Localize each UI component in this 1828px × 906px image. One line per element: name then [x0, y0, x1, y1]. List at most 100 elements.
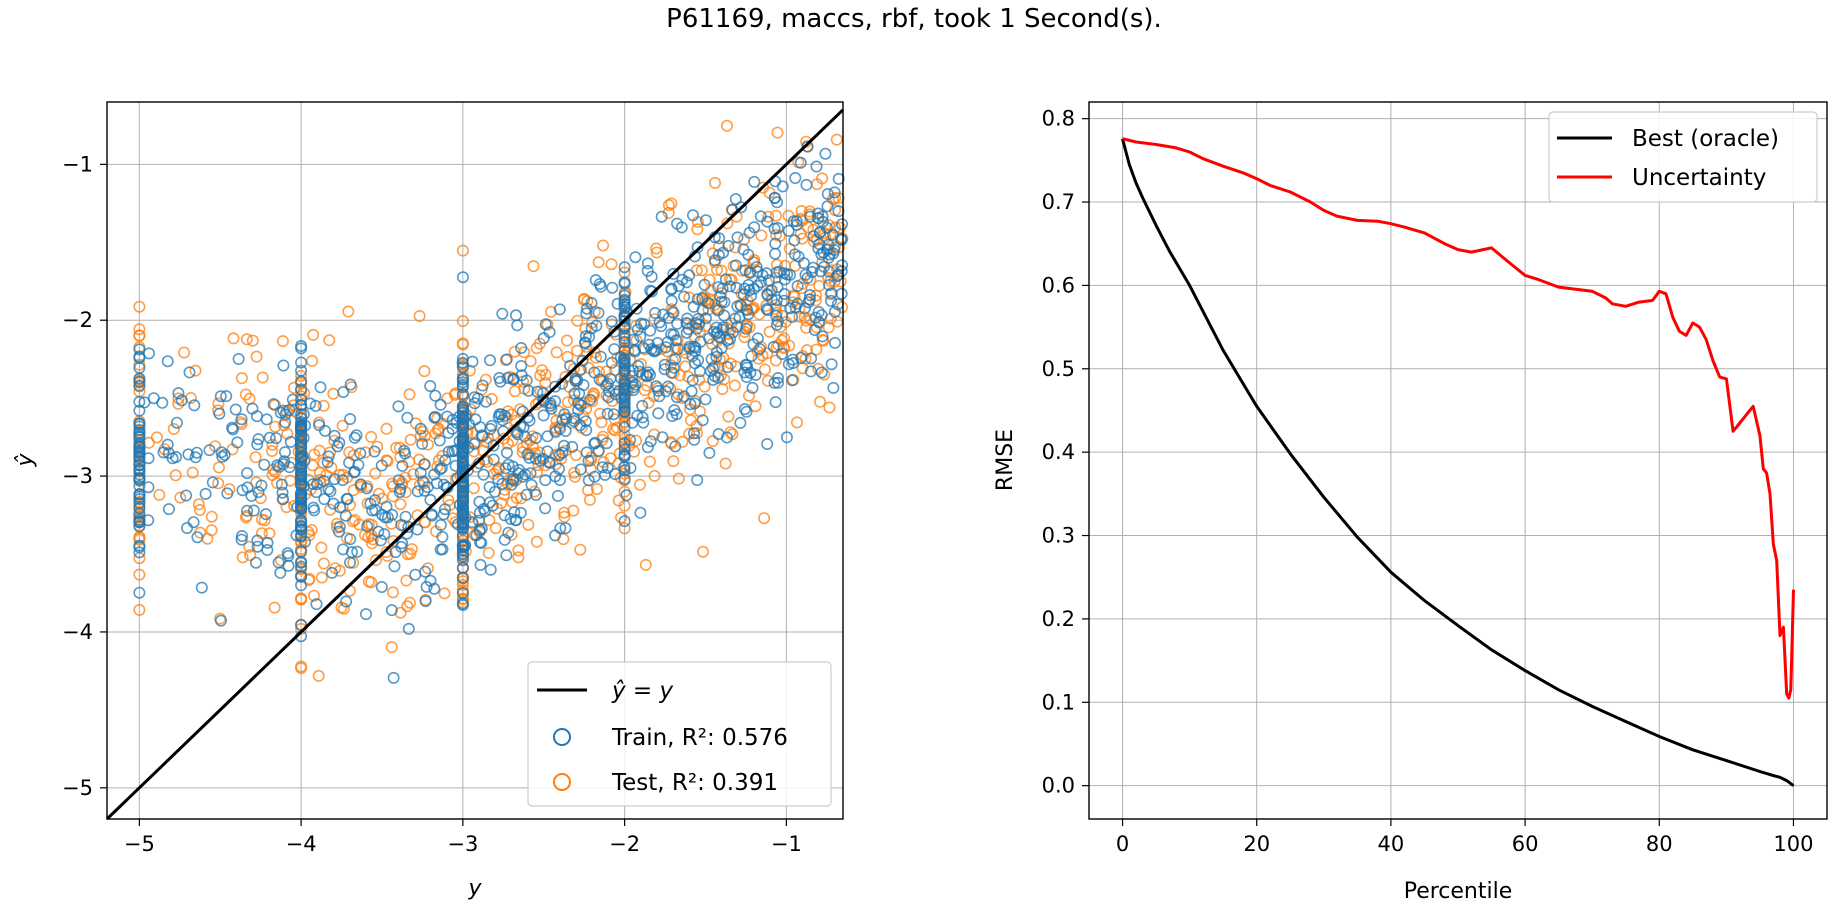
scatter-point-train [515, 341, 528, 354]
scatter-point-train [387, 671, 400, 684]
scatter-point-train [510, 514, 523, 527]
scatter-point-train [771, 196, 784, 209]
scatter-point-test [369, 467, 382, 480]
scatter-point-train [784, 302, 797, 315]
scatter-point-train [354, 478, 367, 491]
scatter-point-train [665, 328, 678, 341]
scatter-point-train [643, 338, 656, 351]
scatter-point-train [731, 231, 744, 244]
scatter-point-test [385, 641, 398, 654]
scatter-point-train [688, 433, 701, 446]
scatter-point-test [295, 507, 308, 520]
scatter-point-train [509, 309, 522, 322]
scatter-point-test [790, 416, 803, 429]
scatter-axes-frame [106, 101, 844, 820]
scatter-point-train [630, 302, 643, 315]
scatter-point-train [642, 366, 655, 379]
scatter-point-train [500, 549, 513, 562]
scatter-point-train [473, 523, 486, 536]
scatter-point-train [740, 322, 753, 335]
scatter-point-train [133, 446, 146, 459]
scatter-point-train [307, 501, 320, 514]
scatter-point-train [351, 545, 364, 558]
scatter-point-test [359, 446, 372, 459]
scatter-point-train [582, 474, 595, 487]
scatter-point-train [717, 321, 730, 334]
scatter-point-test [818, 368, 831, 381]
scatter-point-train [206, 476, 219, 489]
scatter-point-train [618, 314, 631, 327]
scatter-point-test [567, 504, 580, 517]
scatter-point-train [436, 530, 449, 543]
scatter-point-train [214, 390, 227, 403]
scatter-point-train [213, 407, 226, 420]
scatter-point-train [456, 404, 469, 417]
scatter-point-train [456, 487, 469, 500]
scatter-point-train [340, 595, 353, 608]
scatter-point-train [456, 554, 469, 567]
scatter-point-train [692, 354, 705, 367]
scatter-point-train [195, 581, 208, 594]
scatter-point-test [740, 299, 753, 312]
scatter-point-train [742, 248, 755, 261]
scatter-point-test [421, 562, 434, 575]
scatter-point-test [769, 354, 782, 367]
scatter-point-train [703, 332, 716, 345]
scatter-legend: ŷ = y Train, R²: 0.576 Test, R²: 0.391 [527, 661, 832, 807]
scatter-point-train [487, 453, 500, 466]
scatter-point-train [699, 393, 712, 406]
scatter-point-train [261, 536, 274, 549]
scatter-point-train [515, 359, 528, 372]
scatter-point-test [796, 232, 809, 245]
scatter-point-train [599, 468, 612, 481]
scatter-point-train [729, 259, 742, 272]
scatter-point-train [142, 514, 155, 527]
scatter-point-train [295, 428, 308, 441]
scatter-point-test [482, 546, 495, 559]
scatter-point-train [203, 444, 216, 457]
scatter-point-train [456, 547, 469, 560]
scatter-point-train [456, 401, 469, 414]
scatter-point-train [474, 558, 487, 571]
scatter-point-test [295, 660, 308, 673]
scatter-point-train [162, 503, 175, 516]
rmse-legend: Best (oracle) Uncertainty [1548, 111, 1818, 203]
scatter-point-train [761, 304, 774, 317]
scatter-point-test [539, 376, 552, 389]
scatter-point-train [777, 294, 790, 307]
scatter-point-train [456, 544, 469, 557]
scatter-point-train [321, 456, 334, 469]
scatter-point-train [437, 508, 450, 521]
scatter-point-train [687, 427, 700, 440]
scatter-point-train [170, 416, 183, 429]
uncertainty-line [1122, 137, 1795, 700]
scatter-point-train [835, 218, 848, 231]
scatter-point-train [618, 289, 631, 302]
scatter-x-tick-label: −3 [447, 832, 478, 856]
scatter-point-train [255, 479, 268, 492]
scatter-point-train [549, 470, 562, 483]
scatter-point-train [821, 200, 834, 213]
scatter-point-test [536, 364, 549, 377]
scatter-point-train [644, 435, 657, 448]
scatter-point-train [523, 451, 536, 464]
scatter-point-test [169, 469, 182, 482]
rmse-x-tick-label: 80 [1646, 832, 1673, 856]
scatter-point-test [738, 331, 751, 344]
scatter-point-train [392, 400, 405, 413]
scatter-point-train [815, 309, 828, 322]
figure-title: P61169, maccs, rbf, took 1 Second(s). [666, 4, 1162, 34]
scatter-point-train [529, 488, 542, 501]
scatter-point-train [678, 290, 691, 303]
scatter-point-train [678, 390, 691, 403]
scatter-point-test [235, 372, 248, 385]
scatter-point-test [353, 518, 366, 531]
scatter-point-test [762, 210, 775, 223]
scatter-point-test [456, 578, 469, 591]
scatter-point-train [218, 448, 231, 461]
scatter-point-train [649, 306, 662, 319]
scatter-point-test [432, 454, 445, 467]
scatter-point-test [679, 360, 692, 373]
scatter-point-train [699, 214, 712, 227]
scatter-point-test [448, 388, 461, 401]
